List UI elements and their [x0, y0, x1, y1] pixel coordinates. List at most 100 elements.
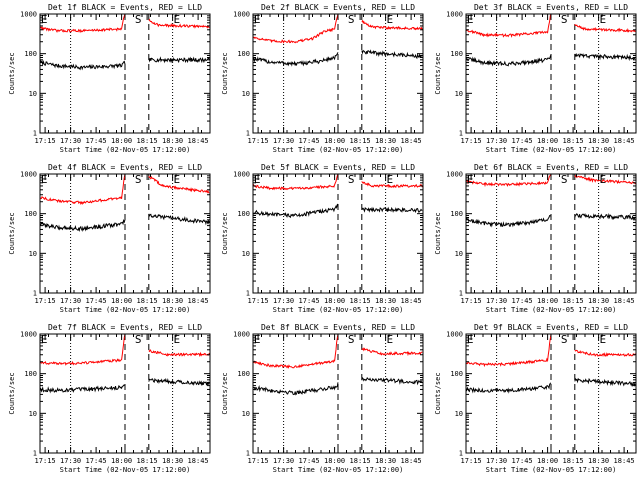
marker-e: E [173, 173, 180, 186]
y-tick-label: 10 [242, 410, 250, 418]
x-tick-label: 18:15 [563, 137, 584, 145]
y-tick-label: 10 [242, 90, 250, 98]
series-black [40, 56, 210, 71]
x-tick-label: 17:15 [461, 457, 482, 465]
series-black [253, 49, 423, 67]
series-red [253, 14, 423, 44]
marker-s: S [135, 333, 142, 346]
series-black [466, 212, 636, 228]
x-tick-label: 17:45 [299, 457, 320, 465]
x-tick-label: 18:45 [188, 457, 209, 465]
x-tick-label: 18:30 [588, 137, 609, 145]
series-red [253, 174, 423, 191]
x-tick-label: 18:00 [324, 297, 345, 305]
marker-e: E [599, 173, 606, 186]
x-tick-label: 17:30 [273, 297, 294, 305]
x-tick-label: 17:45 [512, 457, 533, 465]
y-tick-label: 1 [459, 290, 463, 298]
x-tick-label: 17:45 [512, 297, 533, 305]
x-tick-label: 18:30 [162, 457, 183, 465]
marker-e: E [599, 333, 606, 346]
series-red [40, 14, 210, 34]
x-tick-label: 17:15 [248, 297, 269, 305]
y-tick-label: 1 [33, 130, 37, 138]
panel-title: Det 8f BLACK = Events, RED = LLD [261, 323, 415, 332]
y-tick-label: 1 [246, 450, 250, 458]
y-tick-label: 1 [246, 130, 250, 138]
y-tick-label: 1000 [20, 11, 37, 19]
x-tick-label: 18:30 [162, 297, 183, 305]
y-tick-label: 1000 [446, 331, 463, 339]
x-tick-label: 18:30 [162, 137, 183, 145]
y-tick-label: 100 [450, 210, 463, 218]
x-axis-title: Start Time (02-Nov-05 17:12:00) [273, 306, 404, 314]
y-axis-title: Counts/sec [434, 372, 442, 414]
y-tick-label: 1 [246, 290, 250, 298]
x-tick-label: 18:15 [350, 297, 371, 305]
x-tick-label: 17:45 [512, 137, 533, 145]
y-axis-title: Counts/sec [8, 212, 16, 254]
y-tick-label: 1 [33, 450, 37, 458]
chart-panel-3: Det 3f BLACK = Events, RED = LLD 1 10 100 10… [434, 3, 637, 154]
x-tick-label: 18:00 [111, 297, 132, 305]
marker-e: E [386, 173, 393, 186]
x-axis-title: Start Time (02-Nov-05 17:12:00) [486, 146, 617, 154]
x-tick-label: 18:15 [563, 457, 584, 465]
series-red [466, 334, 636, 368]
y-tick-label: 1000 [233, 11, 250, 19]
x-tick-label: 17:30 [486, 457, 507, 465]
x-tick-label: 17:30 [60, 457, 81, 465]
x-tick-label: 17:30 [60, 137, 81, 145]
x-tick-label: 18:15 [137, 457, 158, 465]
marker-s: S [561, 13, 568, 26]
marker-s: S [135, 173, 142, 186]
series-black [253, 203, 423, 219]
x-tick-label: 17:15 [35, 137, 56, 145]
y-tick-label: 1 [459, 130, 463, 138]
x-axis-title: Start Time (02-Nov-05 17:12:00) [60, 306, 191, 314]
x-tick-label: 17:15 [461, 137, 482, 145]
series-red [466, 14, 636, 38]
x-axis-title: Start Time (02-Nov-05 17:12:00) [486, 306, 617, 314]
x-tick-label: 17:45 [86, 457, 107, 465]
x-tick-label: 18:00 [537, 297, 558, 305]
x-tick-label: 17:15 [248, 137, 269, 145]
chart-panel-2: Det 2f BLACK = Events, RED = LLD 1 10 100 10… [221, 3, 424, 154]
y-axis-title: Counts/sec [221, 212, 229, 254]
marker-s: S [348, 13, 355, 26]
marker-e: E [254, 173, 261, 186]
series-red [253, 334, 423, 369]
series-black [466, 52, 636, 67]
series-black [40, 213, 210, 233]
y-axis-title: Counts/sec [434, 52, 442, 94]
x-tick-label: 17:45 [86, 297, 107, 305]
x-axis-title: Start Time (02-Nov-05 17:12:00) [60, 146, 191, 154]
chart-panel-4: Det 4f BLACK = Events, RED = LLD 1 10 100 10… [8, 163, 211, 314]
x-tick-label: 17:30 [486, 137, 507, 145]
x-tick-label: 17:45 [299, 137, 320, 145]
x-tick-label: 18:30 [375, 137, 396, 145]
x-tick-label: 18:30 [375, 297, 396, 305]
chart-panel-9: Det 9f BLACK = Events, RED = LLD 1 10 100 10… [434, 323, 637, 474]
x-axis-title: Start Time (02-Nov-05 17:12:00) [60, 466, 191, 474]
series-black [466, 377, 636, 394]
y-axis-title: Counts/sec [8, 372, 16, 414]
x-axis-title: Start Time (02-Nov-05 17:12:00) [273, 466, 404, 474]
marker-s: S [561, 333, 568, 346]
x-tick-label: 18:15 [137, 297, 158, 305]
marker-e: E [173, 333, 180, 346]
marker-e: E [386, 333, 393, 346]
x-tick-label: 18:00 [111, 457, 132, 465]
panel-title: Det 1f BLACK = Events, RED = LLD [48, 3, 202, 12]
y-tick-label: 10 [29, 410, 37, 418]
x-tick-label: 18:30 [588, 297, 609, 305]
x-tick-label: 18:45 [401, 297, 422, 305]
x-tick-label: 18:15 [137, 137, 158, 145]
y-tick-label: 100 [450, 370, 463, 378]
y-tick-label: 100 [237, 50, 250, 58]
y-tick-label: 1000 [20, 171, 37, 179]
marker-s: S [561, 173, 568, 186]
series-red [40, 174, 210, 206]
x-tick-label: 18:30 [588, 457, 609, 465]
